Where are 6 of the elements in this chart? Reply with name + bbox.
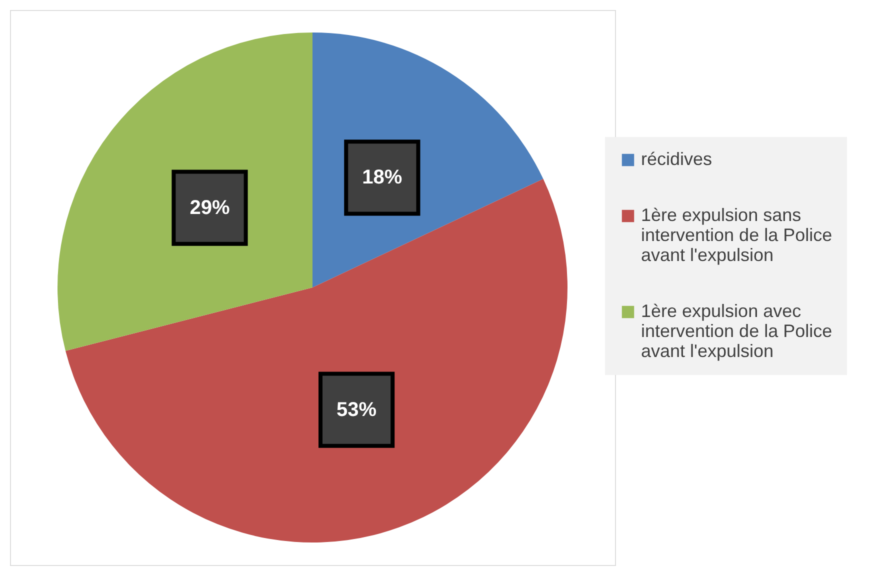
- legend-label: 1ère expulsion sans intervention de la Police avant l'expulsion: [641, 205, 832, 265]
- data-label: 29%: [190, 196, 230, 219]
- data-label: 18%: [362, 166, 402, 189]
- legend-label: 1ère expulsion avec intervention de la Police avant l'expulsion: [641, 301, 832, 361]
- data-label: 53%: [336, 398, 377, 421]
- legend-label: récidives: [641, 149, 712, 169]
